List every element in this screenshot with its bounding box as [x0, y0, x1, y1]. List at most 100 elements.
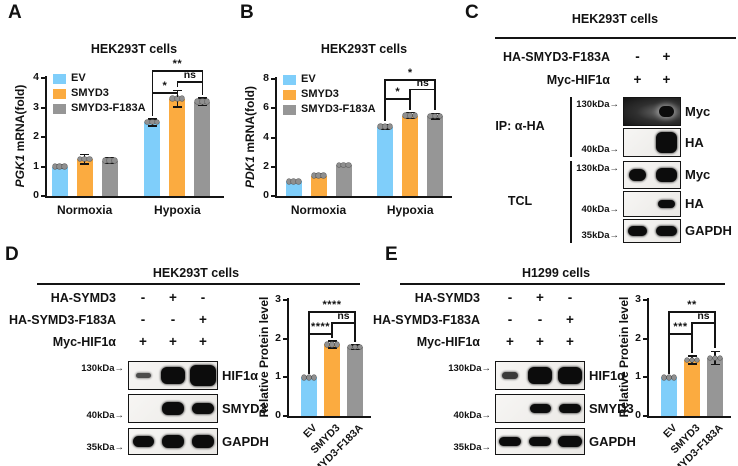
panel-e-blot-HIF1α-band — [501, 372, 519, 379]
chart-d-bar-SMYD3-errorbar-cap-top — [327, 340, 337, 342]
panel-e-mw-marker: 40kDa→ — [453, 410, 492, 421]
chart-b-bar-EV-Normoxia-datapoint — [291, 179, 296, 184]
chart-e-bar-EV-datapoint — [671, 375, 676, 380]
chart-e-significance-0-line — [668, 333, 693, 335]
panel-d-condition-label: HA-SYMD3 — [50, 291, 116, 305]
chart-b-significance-1-line — [409, 88, 436, 91]
panel-e-blot-name-HIF1α: HIF1α — [589, 367, 626, 383]
chart-d-bar-SMYD3-errorbar-cap-bottom — [327, 347, 337, 349]
panel-c-condition-label: HA-SMYD3-F183A — [503, 50, 610, 64]
chart-a-y-tick-label: 1 — [33, 159, 39, 172]
panel-c-blot-Myc-band — [658, 106, 675, 117]
chart-a-bar-EV-Normoxia-datapoint — [62, 164, 67, 169]
panel-d-blot-HIF1α-band — [161, 366, 185, 385]
chart-a-y-tick-label: 4 — [33, 71, 39, 83]
chart-b-significance-2-line — [384, 79, 436, 81]
panel-a-label: A — [8, 2, 22, 23]
chart-a-bar-EV-Normoxia — [51, 166, 68, 196]
panel-e-condition-value: + — [506, 334, 514, 349]
chart-a-y-tick — [41, 106, 45, 109]
chart-a-bar-SMYD3-Hypoxia-errorbar-cap-bottom — [172, 106, 182, 108]
chart-d-bar-SMYD3-F183A-datapoint — [357, 344, 362, 350]
chart-b-bar-SMYD3-Normoxia-datapoint — [316, 173, 321, 178]
chart-a-y-tick-label: 2 — [33, 130, 39, 142]
panel-d-title: HEK293T cells — [152, 266, 240, 280]
chart-a-y-tick — [41, 195, 45, 197]
chart-b-bar-SMYD3-F183A-Normoxia-datapoint — [336, 163, 341, 168]
panel-d-condition-value: + — [139, 334, 147, 349]
chart-d-bar-SMYD3-F183A-datapoint — [352, 344, 358, 350]
panel-c-blot-HA-band — [655, 131, 678, 154]
chart-e-y-tick — [643, 337, 647, 340]
chart-b-bar-SMYD3-Normoxia — [310, 175, 327, 196]
chart-b-y-tick-label: 8 — [263, 72, 269, 84]
panel-c-blot-GAPDH-band — [656, 225, 677, 237]
panel-e-blot-name-SMYD3: SMYD3 — [589, 400, 634, 416]
panel-c-group-label-TCL: TCL — [507, 194, 533, 208]
chart-d-significance-2-line — [308, 311, 356, 313]
chart-b-bar-EV-Normoxia — [285, 181, 302, 196]
chart-a-significance-2-line — [151, 70, 204, 72]
panel-c-condition-value: - — [635, 49, 640, 64]
chart-b-bar-SMYD3-Hypoxia-datapoint — [403, 113, 408, 118]
chart-e-bar-SMYD3-F183A — [707, 358, 723, 416]
chart-d-significance-0-line — [308, 333, 333, 335]
chart-e-y-tick — [643, 299, 647, 301]
chart-b-significance-0-label: * — [395, 86, 401, 98]
chart-a-significance-2-leg-left — [151, 70, 154, 116]
chart-a-bar-SMYD3-Normoxia — [76, 159, 93, 196]
panel-c-group-line-IP: α-HA — [570, 97, 572, 157]
chart-e-bar-EV-datapoint — [666, 375, 672, 380]
chart-b-y-axis — [275, 77, 277, 198]
chart-e-significance-2-label: ** — [687, 299, 697, 311]
chart-e-y-tick-label: 1 — [635, 370, 641, 383]
chart-e-bar-SMYD3-datapoint — [689, 357, 695, 363]
chart-a-bar-SMYD3-F183A-Hypoxia-datapoint — [195, 99, 200, 104]
chart-d-significance-1-label: ns — [337, 310, 350, 322]
chart-a-bar-EV-Hypoxia-datapoint — [150, 120, 155, 125]
chart-e-significance-0-label: *** — [673, 321, 688, 333]
chart-e-y-tick — [643, 415, 647, 417]
chart-d-y-tick — [283, 337, 287, 340]
panel-e-condition-value: - — [537, 312, 543, 327]
panel-d-blot-SMYD3-band — [192, 402, 214, 415]
chart-d-bar-SMYD3-F183A-errorbar-cap-bottom — [350, 348, 360, 351]
panel-e-title-underline — [400, 283, 725, 285]
chart-e-bar-EV — [661, 377, 677, 416]
chart-b-bar-EV-Hypoxia — [377, 126, 394, 196]
chart-b-y-tick-label: 2 — [263, 159, 269, 172]
chart-b-bar-SMYD3-F183A-Hypoxia-datapoint — [428, 114, 433, 119]
chart-b-bar-EV-Hypoxia-datapoint — [378, 124, 383, 129]
chart-d-y-tick — [283, 299, 287, 301]
panel-d-mw-marker: 40kDa→ — [86, 410, 125, 421]
panel-d-condition-value: - — [140, 290, 146, 305]
panel-e-title: H1299 cells — [521, 266, 591, 280]
chart-b-y-tick — [271, 136, 275, 139]
chart-a-bar-SMYD3-F183A-Normoxia-datapoint — [107, 158, 112, 163]
chart-d-bar-EV-datapoint — [306, 375, 312, 380]
panel-d-condition-value: + — [199, 312, 207, 327]
chart-e-bar-EV-datapoint — [662, 375, 667, 380]
panel-d-condition-label: HA-SYMD3-F183A — [9, 313, 116, 327]
panel-c-title: HEK293T cells — [571, 12, 659, 26]
chart-a-bar-SMYD3-Hypoxia-datapoint — [170, 96, 175, 101]
panel-e-blot-SMYD3-band — [529, 404, 551, 413]
chart-d-bar-EV — [301, 377, 317, 416]
panel-d-blot-name-GAPDH: GAPDH — [222, 433, 269, 449]
chart-b-significance-0-line — [384, 98, 411, 100]
panel-e-label: E — [385, 244, 398, 265]
chart-a-bar-SMYD3-Hypoxia-datapoint — [179, 96, 185, 101]
chart-b-bar-SMYD3-F183A-Hypoxia — [427, 116, 444, 196]
panel-d-condition-label: Myc-HIF1α — [52, 335, 116, 349]
chart-a-legend-swatch-SMYD3 — [53, 89, 66, 99]
chart-b-category-Hypoxia: Hypoxia — [386, 203, 434, 217]
panel-d-condition-value: - — [170, 312, 176, 327]
chart-e-y-tick-label: 3 — [635, 293, 641, 305]
chart-e-significance-2-line — [668, 311, 716, 313]
panel-e-mw-marker: 35kDa→ — [453, 442, 492, 453]
chart-a-legend-label-EV: EV — [71, 72, 86, 84]
chart-b-y-tick — [271, 107, 275, 110]
chart-a-bar-EV-Hypoxia-errorbar-cap-top — [147, 117, 157, 120]
chart-a-y-tick-label: 0 — [33, 189, 39, 201]
